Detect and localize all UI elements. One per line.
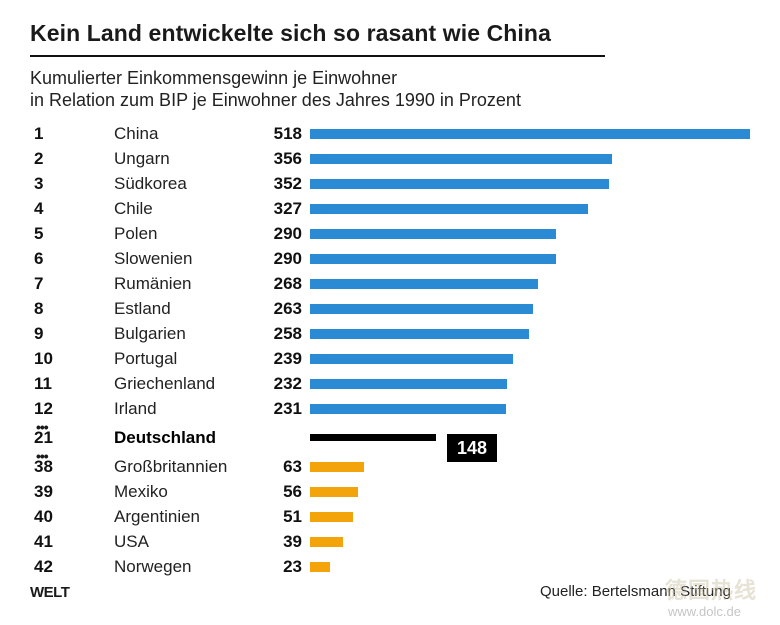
- chart-subtitle: Kumulierter Einkommensgewinn je Einwohne…: [30, 67, 521, 111]
- rank-label: 39: [34, 482, 53, 501]
- bar-estland: [310, 304, 533, 314]
- country-label: Polen: [114, 224, 158, 243]
- country-label: Irland: [114, 399, 157, 418]
- country-label: Portugal: [114, 349, 178, 368]
- value-label: 63: [283, 457, 302, 476]
- bar-rumänien: [310, 279, 538, 289]
- bar-slowenien: [310, 254, 556, 264]
- value-label: 239: [273, 349, 302, 368]
- value-label: 23: [283, 557, 302, 576]
- value-label: 327: [273, 199, 302, 218]
- value-callout-germany: 148: [447, 434, 497, 462]
- subtitle-line-1: Kumulierter Einkommensgewinn je Einwohne…: [30, 68, 398, 88]
- country-label: Griechenland: [114, 374, 216, 393]
- rank-label: 40: [34, 507, 53, 526]
- value-label: 39: [283, 532, 302, 551]
- bar-portugal: [310, 354, 513, 364]
- bar-griechenland: [310, 379, 507, 389]
- value-label: 290: [273, 249, 302, 268]
- bar-polen: [310, 229, 556, 239]
- bar-chile: [310, 204, 588, 214]
- country-label: Großbritannien: [114, 457, 228, 476]
- bar-großbritannien: [310, 462, 364, 472]
- value-label: 258: [273, 324, 302, 343]
- bar-südkorea: [310, 179, 609, 189]
- bar-irland: [310, 404, 506, 414]
- value-label: 352: [273, 174, 302, 193]
- country-label: Argentinien: [114, 507, 201, 526]
- rank-label: 12: [34, 399, 53, 418]
- value-label: 290: [273, 224, 302, 243]
- rank-label: 41: [34, 532, 53, 551]
- rank-label: 8: [34, 299, 44, 318]
- value-label: 56: [283, 482, 302, 501]
- bar-usa: [310, 537, 343, 547]
- bar-norwegen: [310, 562, 330, 572]
- rank-label: 5: [34, 224, 44, 243]
- country-label: Estland: [114, 299, 171, 318]
- value-label: 231: [273, 399, 302, 418]
- bar-ungarn: [310, 154, 612, 164]
- rank-label: 1: [34, 124, 44, 143]
- watermark: 德国热线: [665, 578, 758, 603]
- country-label: Bulgarien: [114, 324, 186, 343]
- value-label: 268: [273, 274, 302, 293]
- chart-title: Kein Land entwickelte sich so rasant wie…: [30, 20, 605, 57]
- source-note: Quelle: Bertelsmann Stiftung: [540, 583, 731, 600]
- country-label: China: [114, 124, 159, 143]
- rank-gap-dots: •••: [36, 419, 49, 435]
- country-label: Deutschland: [114, 428, 217, 447]
- rank-label: 6: [34, 249, 44, 268]
- value-label: 263: [273, 299, 302, 318]
- country-label: Slowenien: [114, 249, 193, 268]
- country-label: Ungarn: [114, 149, 170, 168]
- country-label: Rumänien: [114, 274, 192, 293]
- value-label: 51: [283, 507, 302, 526]
- welt-logo: WELT: [30, 584, 70, 601]
- country-label: Südkorea: [114, 174, 187, 193]
- value-label: 518: [273, 124, 302, 143]
- value-label: 356: [273, 149, 302, 168]
- rank-label: 3: [34, 174, 44, 193]
- rank-label: 10: [34, 349, 53, 368]
- country-label: Norwegen: [114, 557, 192, 576]
- bar-argentinien: [310, 512, 353, 522]
- bar-bulgarien: [310, 329, 529, 339]
- rank-label: 42: [34, 557, 53, 576]
- subtitle-line-2: in Relation zum BIP je Einwohner des Jah…: [30, 90, 521, 110]
- rank-label: 21: [34, 428, 53, 447]
- country-label: Mexiko: [114, 482, 168, 501]
- rank-label: 38: [34, 457, 53, 476]
- rank-label: 9: [34, 324, 44, 343]
- rank-label: 4: [34, 199, 44, 218]
- rank-label: 11: [34, 374, 52, 393]
- bar-mexiko: [310, 487, 358, 497]
- bar-china: [310, 129, 750, 139]
- country-label: Chile: [114, 199, 153, 218]
- value-label: 232: [273, 374, 302, 393]
- rank-gap-dots: •••: [36, 448, 49, 464]
- bar-deutschland: [310, 434, 436, 441]
- rank-label: 7: [34, 274, 44, 293]
- rank-label: 2: [34, 149, 44, 168]
- country-label: USA: [114, 532, 149, 551]
- watermark-url: www.dolc.de: [668, 604, 741, 619]
